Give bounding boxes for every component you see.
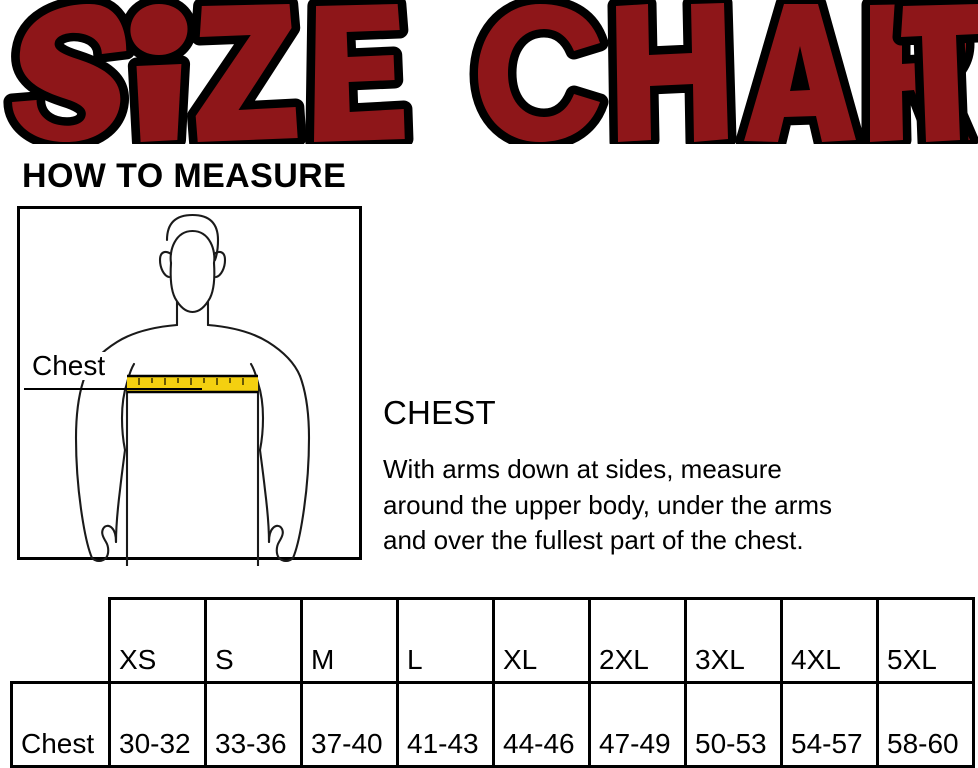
chest-description-line-2: around the upper body, under the arms <box>383 489 833 520</box>
table-header-5xl: 5XL <box>876 597 975 684</box>
table-header-row: XS S M L XL 2XL 3XL 4XL 5XL <box>11 597 975 684</box>
table-corner-cell <box>11 598 110 683</box>
table-cell-chest-3xl: 50-53 <box>684 681 783 768</box>
table-header-2xl: 2XL <box>588 597 687 684</box>
table-header-xl: XL <box>492 597 591 684</box>
table-cell-chest-xl: 44-46 <box>492 681 591 768</box>
measuring-tape-icon <box>127 374 258 394</box>
table-cell-chest-5xl: 58-60 <box>876 681 975 768</box>
how-to-measure-heading: HOW TO MEASURE <box>22 157 347 195</box>
table-cell-chest-4xl: 54-57 <box>780 681 879 768</box>
chest-description-line-3: and over the fullest part of the chest. <box>383 525 804 556</box>
table-header-xs: XS <box>108 597 207 684</box>
table-header-l: L <box>396 597 495 684</box>
size-chart-table: XS S M L XL 2XL 3XL 4XL 5XL Chest 30-32 … <box>10 597 975 768</box>
table-cell-chest-l: 41-43 <box>396 681 495 768</box>
chest-description-line-1: With arms down at sides, measure <box>383 454 782 484</box>
table-cell-chest-m: 37-40 <box>300 681 399 768</box>
table-row: Chest 30-32 33-36 37-40 41-43 44-46 47-4… <box>10 681 975 768</box>
table-header-4xl: 4XL <box>780 597 879 684</box>
chest-description-text: With arms down at sides, measure around … <box>383 452 975 559</box>
male-figure-icon <box>74 213 311 566</box>
table-cell-chest-xs: 30-32 <box>108 681 207 768</box>
table-header-m: M <box>300 597 399 684</box>
table-header-s: S <box>204 597 303 684</box>
table-cell-chest-2xl: 47-49 <box>588 681 687 768</box>
measurement-diagram-box <box>17 206 362 566</box>
table-row-label-chest: Chest <box>10 681 111 768</box>
table-header-3xl: 3XL <box>684 597 783 684</box>
chest-description-heading: CHEST <box>383 394 496 431</box>
table-cell-chest-s: 33-36 <box>204 681 303 768</box>
page-title <box>0 0 978 144</box>
size-chart-title-art <box>0 0 978 144</box>
